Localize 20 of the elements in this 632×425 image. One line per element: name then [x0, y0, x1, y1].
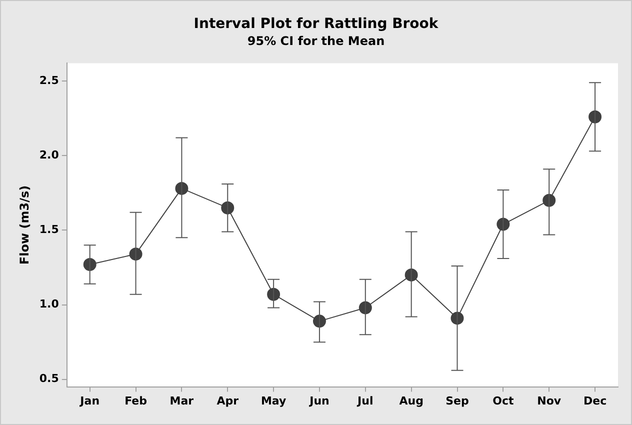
x-tick-label: Apr [216, 394, 240, 408]
chart-title: Interval Plot for Rattling Brook [194, 16, 439, 32]
x-tick-label: Feb [124, 394, 148, 408]
x-tick-label: May [260, 394, 286, 408]
x-tick-label: Dec [583, 394, 607, 408]
y-tick-label: 2.0 [39, 148, 60, 162]
x-tick-label: Mar [170, 394, 194, 408]
y-tick-label: 1.5 [39, 223, 59, 236]
y-tick-label: 2.5 [39, 74, 59, 87]
x-tick-label: Jun [308, 394, 330, 408]
y-tick-label: 1.0 [39, 298, 60, 311]
x-tick-label: Sep [446, 394, 470, 408]
y-axis-title: Flow (m3/s) [17, 185, 32, 265]
x-tick-label: Nov [537, 394, 562, 408]
y-tick-label: 0.5 [39, 372, 59, 386]
x-tick-label: Oct [492, 394, 514, 408]
x-tick-label: Jul [356, 394, 374, 408]
chart-subtitle: 95% CI for the Mean [247, 34, 385, 48]
x-tick-label: Aug [399, 394, 424, 408]
x-tick-label: Jan [79, 394, 100, 408]
